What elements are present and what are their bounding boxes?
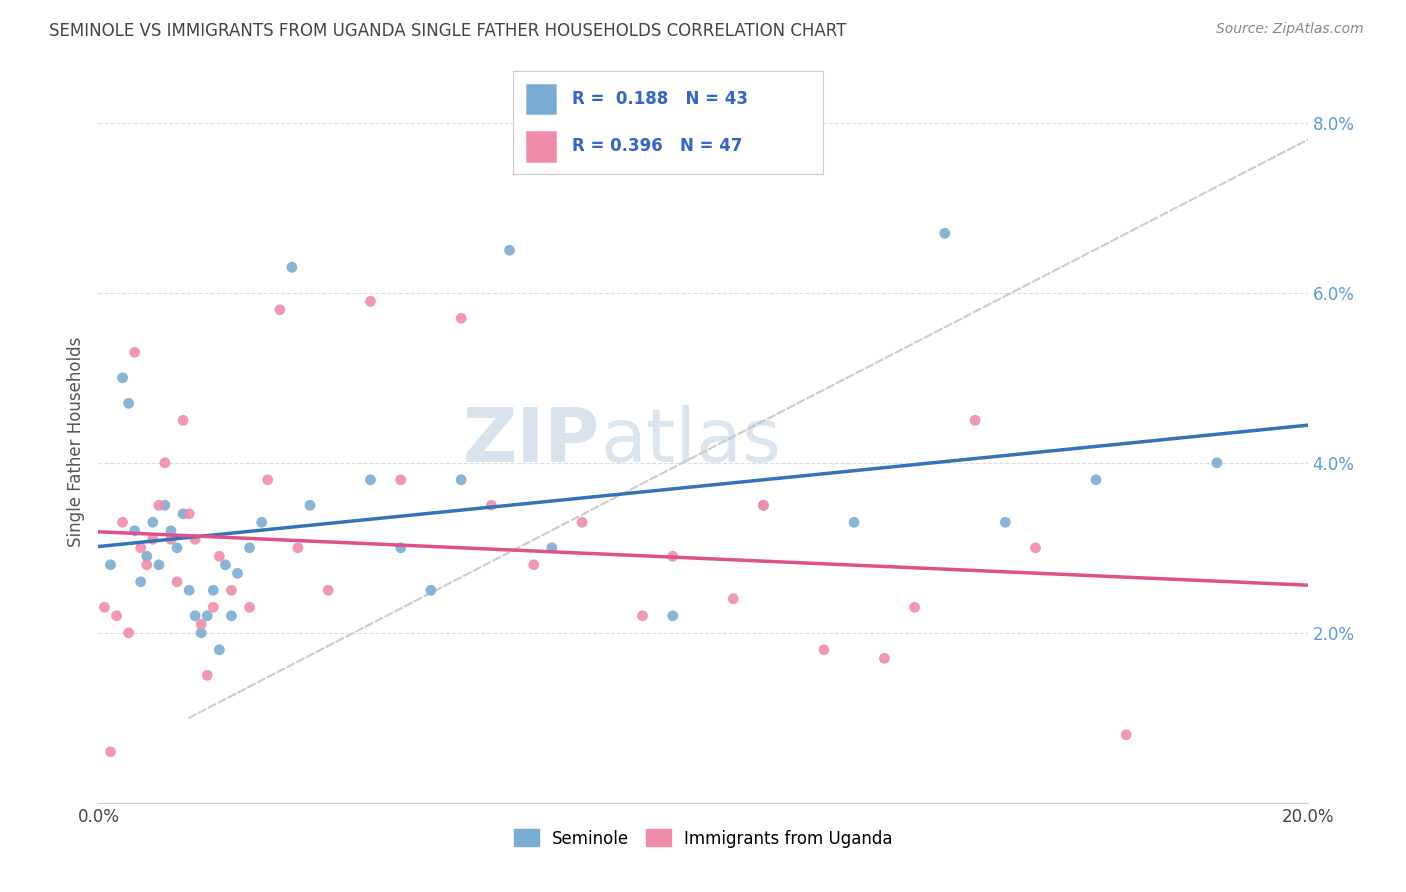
Point	[287, 541, 309, 555]
Point	[160, 524, 183, 538]
Point	[179, 583, 201, 598]
Point	[118, 396, 141, 410]
Legend: Seminole, Immigrants from Uganda: Seminole, Immigrants from Uganda	[505, 821, 901, 856]
Point	[124, 345, 146, 359]
Point	[118, 625, 141, 640]
Point	[93, 600, 115, 615]
Point	[1085, 473, 1108, 487]
Point	[221, 583, 243, 598]
Point	[166, 574, 188, 589]
Point	[226, 566, 249, 581]
Point	[873, 651, 896, 665]
Point	[202, 600, 225, 615]
Point	[142, 533, 165, 547]
Point	[129, 574, 152, 589]
Point	[190, 617, 212, 632]
Point	[184, 533, 207, 547]
Point	[1115, 728, 1137, 742]
Point	[723, 591, 745, 606]
Point	[844, 516, 866, 530]
Text: R = 0.396   N = 47: R = 0.396 N = 47	[572, 137, 742, 155]
Point	[100, 745, 122, 759]
Point	[124, 524, 146, 538]
Point	[153, 498, 176, 512]
Point	[221, 608, 243, 623]
Point	[214, 558, 236, 572]
Point	[904, 600, 927, 615]
Point	[111, 516, 134, 530]
Point	[631, 608, 654, 623]
Point	[208, 642, 231, 657]
Text: Source: ZipAtlas.com: Source: ZipAtlas.com	[1216, 22, 1364, 37]
Point	[148, 498, 170, 512]
Point	[752, 498, 775, 512]
Text: atlas: atlas	[600, 405, 782, 478]
Point	[360, 294, 382, 309]
Point	[498, 244, 520, 258]
Point	[360, 473, 382, 487]
Point	[172, 507, 194, 521]
Point	[994, 516, 1017, 530]
Y-axis label: Single Father Households: Single Father Households	[66, 336, 84, 547]
Point	[813, 642, 835, 657]
Point	[481, 498, 503, 512]
Point	[142, 516, 165, 530]
Point	[256, 473, 278, 487]
Point	[934, 227, 956, 241]
Point	[129, 541, 152, 555]
Text: ZIP: ZIP	[463, 405, 600, 478]
Point	[105, 608, 128, 623]
Point	[166, 541, 188, 555]
Bar	[526, 84, 557, 114]
Point	[269, 302, 291, 317]
Point	[111, 371, 134, 385]
Point	[661, 608, 683, 623]
Point	[239, 600, 262, 615]
Point	[540, 541, 562, 555]
Point	[179, 507, 201, 521]
Point	[299, 498, 322, 512]
Point	[239, 541, 262, 555]
Text: SEMINOLE VS IMMIGRANTS FROM UGANDA SINGLE FATHER HOUSEHOLDS CORRELATION CHART: SEMINOLE VS IMMIGRANTS FROM UGANDA SINGL…	[49, 22, 846, 40]
Point	[100, 558, 122, 572]
Point	[281, 260, 304, 275]
Point	[316, 583, 339, 598]
Point	[160, 533, 183, 547]
Point	[135, 558, 157, 572]
Point	[450, 473, 472, 487]
Point	[148, 558, 170, 572]
Point	[195, 608, 218, 623]
Point	[1024, 541, 1046, 555]
Point	[571, 516, 593, 530]
Bar	[526, 131, 557, 161]
Point	[135, 549, 157, 564]
Point	[389, 473, 412, 487]
Point	[389, 541, 412, 555]
Point	[965, 413, 987, 427]
Point	[195, 668, 218, 682]
Text: R =  0.188   N = 43: R = 0.188 N = 43	[572, 90, 748, 108]
Point	[450, 311, 472, 326]
Point	[202, 583, 225, 598]
Point	[172, 413, 194, 427]
Point	[208, 549, 231, 564]
Point	[184, 608, 207, 623]
Point	[752, 498, 775, 512]
Point	[250, 516, 273, 530]
Point	[1206, 456, 1229, 470]
Point	[420, 583, 443, 598]
Point	[190, 625, 212, 640]
Point	[523, 558, 546, 572]
Point	[153, 456, 176, 470]
Point	[661, 549, 683, 564]
